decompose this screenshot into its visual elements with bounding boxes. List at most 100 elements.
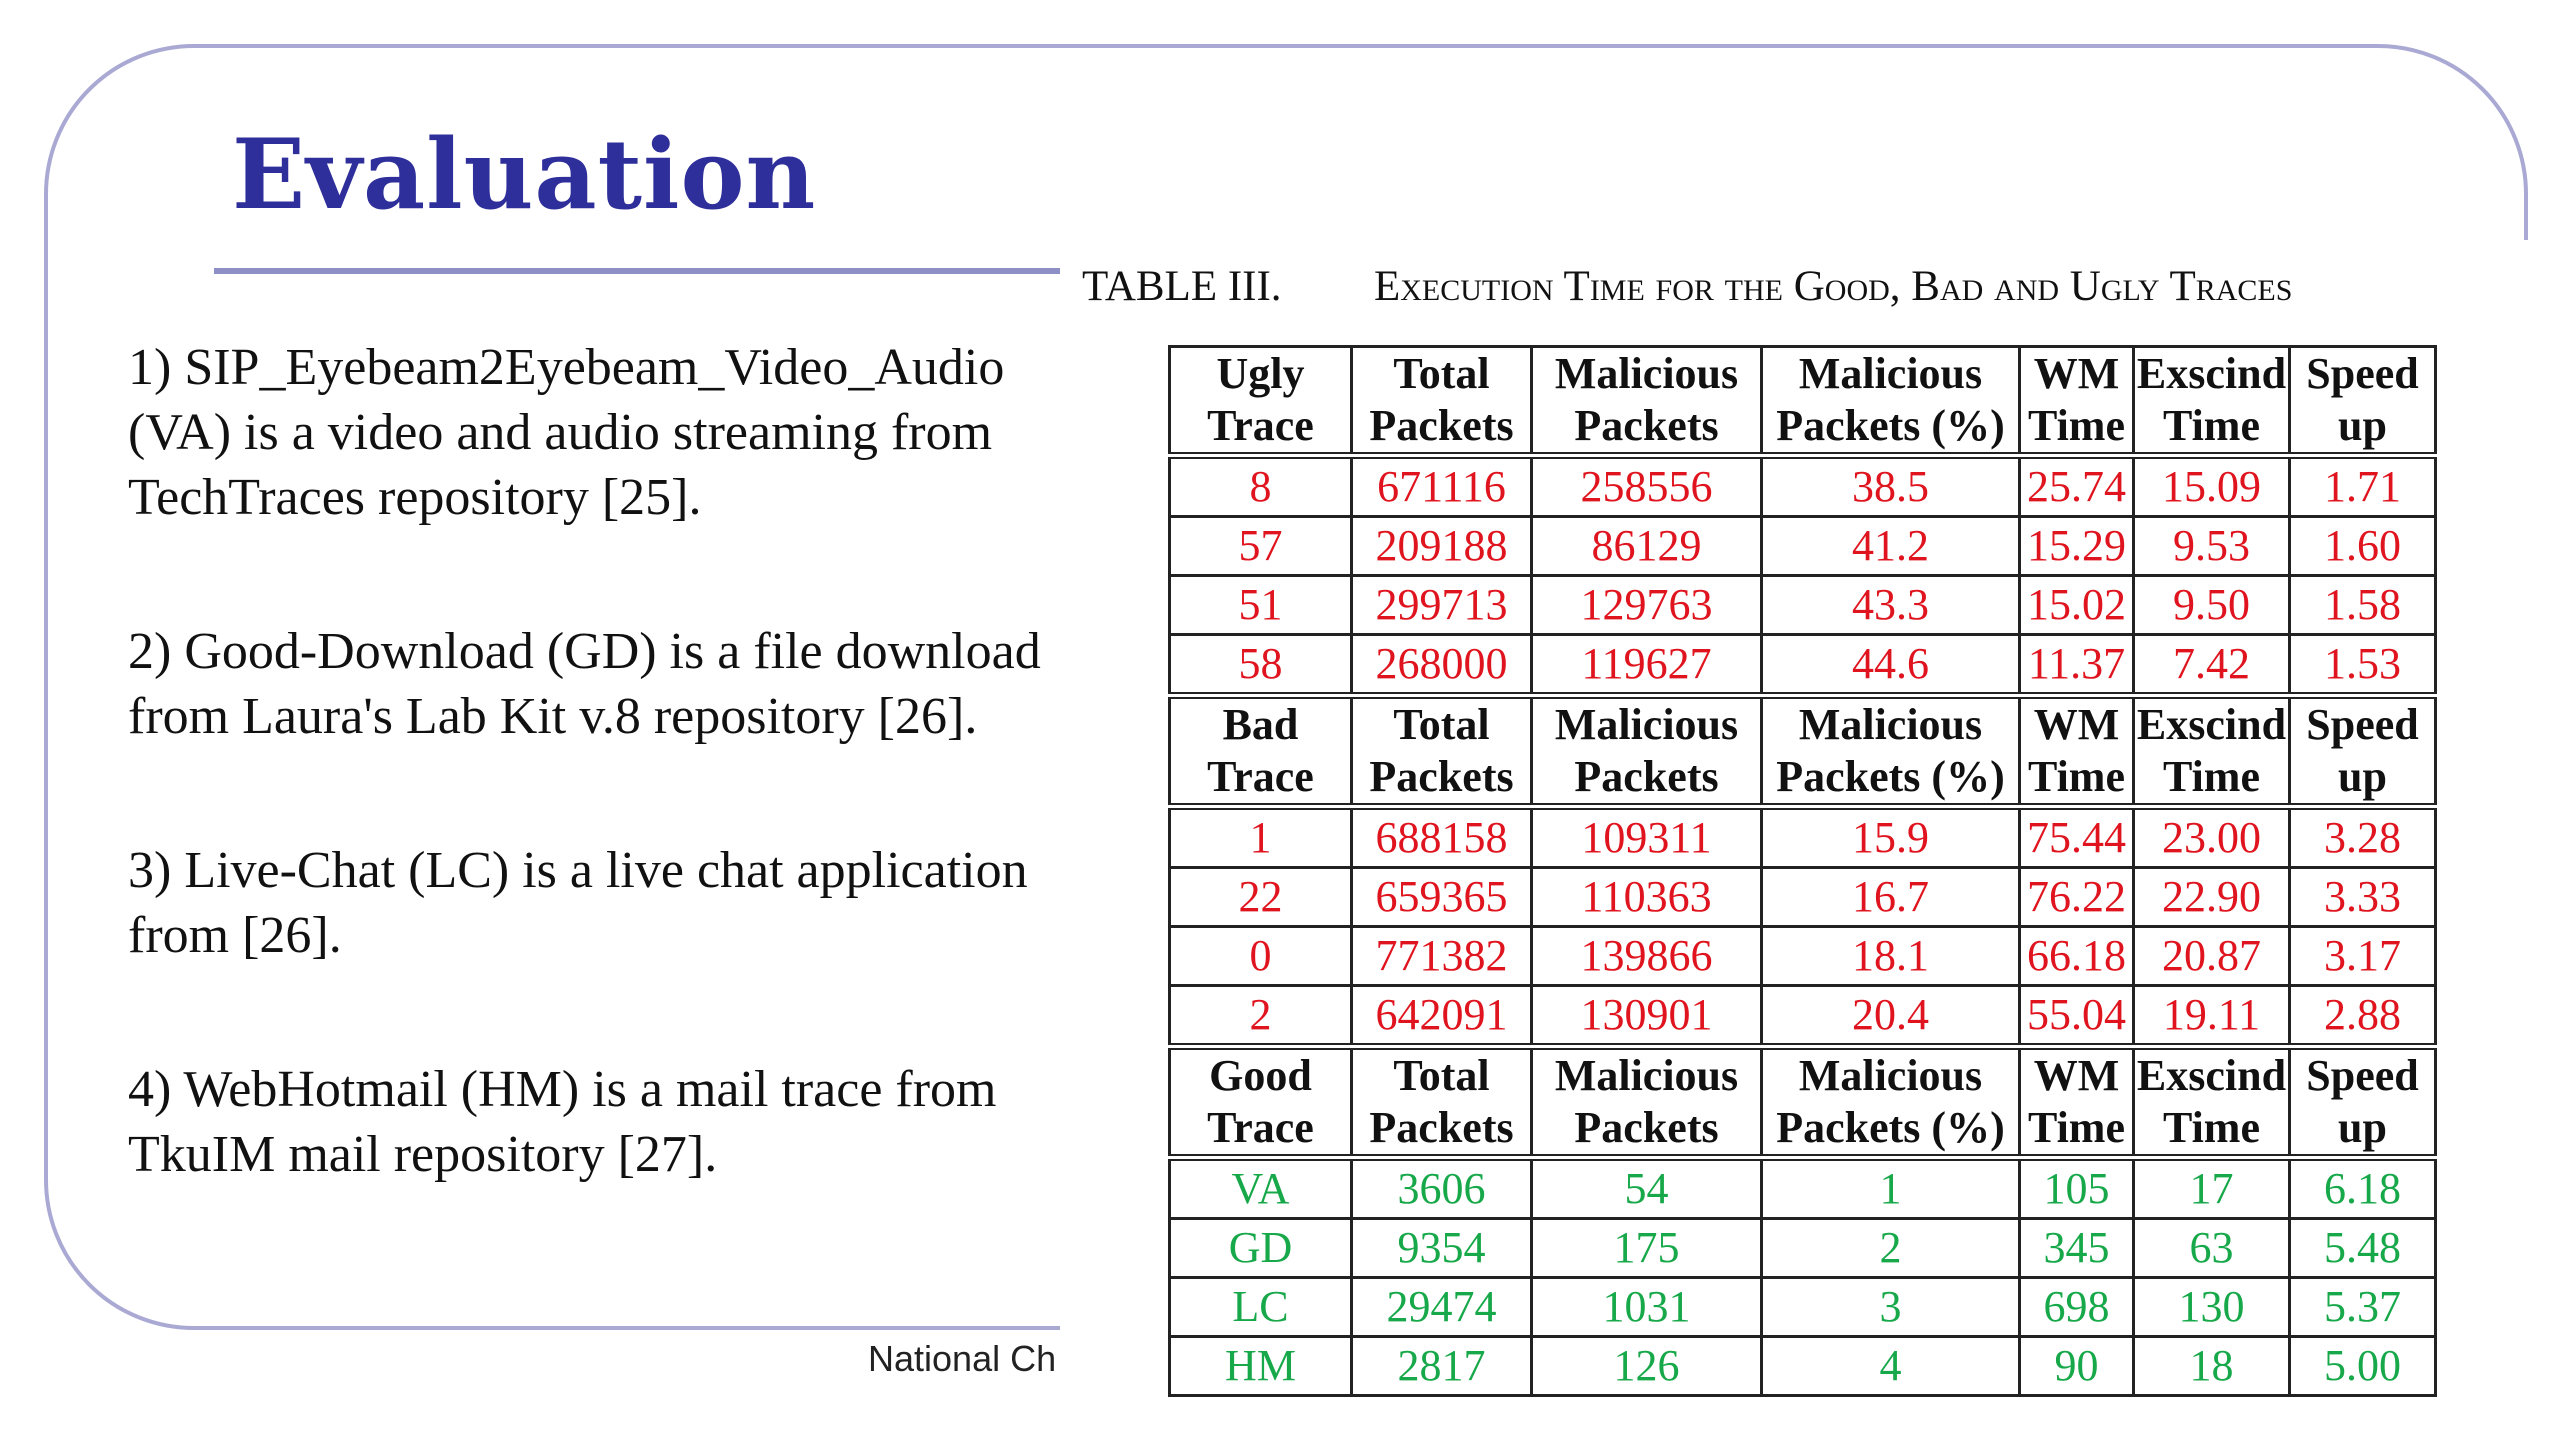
table-row: 2 642091 130901 20.4 55.04 19.11 2.88 bbox=[1168, 984, 2437, 1048]
table-cell: 75.44 bbox=[2018, 803, 2135, 869]
table-cell: 7.42 bbox=[2132, 633, 2291, 697]
table-cell: 119627 bbox=[1530, 633, 1763, 697]
header-cell-line: WM bbox=[2033, 700, 2120, 749]
table-cell: 16.7 bbox=[1760, 866, 2021, 928]
table-cell: 15.02 bbox=[2018, 574, 2135, 636]
header-cell: Exscind Time bbox=[2132, 1043, 2291, 1159]
header-cell-line: Packets bbox=[1574, 401, 1719, 450]
table-cell: 5.00 bbox=[2288, 1335, 2437, 1397]
header-cell: Exscind Time bbox=[2132, 345, 2291, 457]
table-cell: 3.33 bbox=[2288, 866, 2437, 928]
table-row: 1 688158 109311 15.9 75.44 23.00 3.28 bbox=[1168, 803, 2437, 869]
table-cell: 44.6 bbox=[1760, 633, 2021, 697]
header-cell: Speed up bbox=[2288, 692, 2437, 808]
frame-gap bbox=[2490, 1000, 2560, 1360]
title-underline bbox=[214, 268, 1060, 274]
paragraph-hm: 4) WebHotmail (HM) is a mail trace from … bbox=[128, 1061, 997, 1183]
table-cell: 54 bbox=[1530, 1154, 1763, 1220]
table-label: TABLE III. bbox=[1082, 263, 1282, 310]
header-cell-line: Packets bbox=[1369, 752, 1514, 801]
table-cell: 258556 bbox=[1530, 452, 1763, 518]
table-cell: 1031 bbox=[1530, 1276, 1763, 1338]
table-cell: 17 bbox=[2132, 1154, 2291, 1220]
table-row: GD 9354 175 2 345 63 5.48 bbox=[1168, 1217, 2437, 1279]
table-cell: 43.3 bbox=[1760, 574, 2021, 636]
table-row: LC 29474 1031 3 698 130 5.37 bbox=[1168, 1276, 2437, 1338]
table-cell: 6.18 bbox=[2288, 1154, 2437, 1220]
header-cell-line: Packets bbox=[1369, 1103, 1514, 1152]
header-cell: Malicious Packets (%) bbox=[1760, 692, 2021, 808]
header-cell: Ugly Trace bbox=[1168, 345, 1353, 457]
table-cell: LC bbox=[1168, 1276, 1353, 1338]
table-cell: 51 bbox=[1168, 574, 1353, 636]
header-cell: Total Packets bbox=[1350, 692, 1533, 808]
header-cell-line: Bad bbox=[1222, 700, 1299, 749]
table-caption: TABLE III. Execution Time for the Good, B… bbox=[1082, 262, 2482, 311]
header-cell-line: Total bbox=[1393, 349, 1490, 398]
header-cell: Malicious Packets bbox=[1530, 345, 1763, 457]
table-cell: 109311 bbox=[1530, 803, 1763, 869]
table-cell: 63 bbox=[2132, 1217, 2291, 1279]
table-row: 57 209188 86129 41.2 15.29 9.53 1.60 bbox=[1168, 515, 2437, 577]
table-cell: 29474 bbox=[1350, 1276, 1533, 1338]
table-cell: 1.53 bbox=[2288, 633, 2437, 697]
table-cell: 3606 bbox=[1350, 1154, 1533, 1220]
header-cell-line: Packets bbox=[1574, 1103, 1719, 1152]
header-cell-line: Malicious bbox=[1554, 349, 1739, 398]
table-cell: 1.71 bbox=[2288, 452, 2437, 518]
table-cell: 57 bbox=[1168, 515, 1353, 577]
table-cell: 15.9 bbox=[1760, 803, 2021, 869]
table-cell: 1.60 bbox=[2288, 515, 2437, 577]
table-cell: 130901 bbox=[1530, 984, 1763, 1048]
header-cell-line: Trace bbox=[1207, 752, 1314, 801]
table-cell: 38.5 bbox=[1760, 452, 2021, 518]
header-cell-line: Packets (%) bbox=[1776, 1103, 2005, 1152]
header-cell-line: WM bbox=[2033, 349, 2120, 398]
header-cell-line: Malicious bbox=[1798, 1051, 1983, 1100]
table-cell: 268000 bbox=[1350, 633, 1533, 697]
table-cell: 11.37 bbox=[2018, 633, 2135, 697]
table-cell: 105 bbox=[2018, 1154, 2135, 1220]
table-row: HM 2817 126 4 90 18 5.00 bbox=[1168, 1335, 2437, 1397]
table-cell: 698 bbox=[2018, 1276, 2135, 1338]
header-cell: Good Trace bbox=[1168, 1043, 1353, 1159]
table-cell: 771382 bbox=[1350, 925, 1533, 987]
header-cell: Speed up bbox=[2288, 1043, 2437, 1159]
table-cell: 130 bbox=[2132, 1276, 2291, 1338]
header-cell-line: Trace bbox=[1207, 1103, 1314, 1152]
table-cell: 4 bbox=[1760, 1335, 2021, 1397]
header-cell: WM Time bbox=[2018, 692, 2135, 808]
table-row: 8 671116 258556 38.5 25.74 15.09 1.71 bbox=[1168, 452, 2437, 518]
header-cell-line: Time bbox=[2028, 752, 2125, 801]
header-cell-line: Time bbox=[2028, 401, 2125, 450]
table-cell: 20.4 bbox=[1760, 984, 2021, 1048]
table-cell: 3.17 bbox=[2288, 925, 2437, 987]
header-cell-line: Speed bbox=[2306, 349, 2419, 398]
header-cell-line: Total bbox=[1393, 1051, 1490, 1100]
table-row: 0 771382 139866 18.1 66.18 20.87 3.17 bbox=[1168, 925, 2437, 987]
header-cell-line: Ugly bbox=[1216, 349, 1305, 398]
header-cell: Total Packets bbox=[1350, 345, 1533, 457]
table-cell: 25.74 bbox=[2018, 452, 2135, 518]
header-cell: Malicious Packets bbox=[1530, 692, 1763, 808]
table-row: 51 299713 129763 43.3 15.02 9.50 1.58 bbox=[1168, 574, 2437, 636]
table-cell: 22.90 bbox=[2132, 866, 2291, 928]
header-cell: Total Packets bbox=[1350, 1043, 1533, 1159]
table-cell: HM bbox=[1168, 1335, 1353, 1397]
slide-footer: National Ch bbox=[868, 1338, 1057, 1379]
header-cell-line: Malicious bbox=[1554, 700, 1739, 749]
paragraph-va: 1) SIP_Eyebeam2Eyebeam_Video_Audio (VA) … bbox=[128, 339, 1005, 526]
header-cell: WM Time bbox=[2018, 345, 2135, 457]
table-cell: 9.50 bbox=[2132, 574, 2291, 636]
table-cell: 1 bbox=[1168, 803, 1353, 869]
paragraph-lc: 3) Live-Chat (LC) is a live chat applica… bbox=[128, 842, 1028, 964]
header-cell-line: Speed bbox=[2306, 1051, 2419, 1100]
header-cell-line: Good bbox=[1209, 1051, 1312, 1100]
table-cell: 2817 bbox=[1350, 1335, 1533, 1397]
table-cell: 58 bbox=[1168, 633, 1353, 697]
header-cell-line: Packets bbox=[1369, 401, 1514, 450]
table-cell: 20.87 bbox=[2132, 925, 2291, 987]
table-cell: 345 bbox=[2018, 1217, 2135, 1279]
table-cell: 1.58 bbox=[2288, 574, 2437, 636]
table-header-row: Bad Trace Total Packets Malicious Packets Mali… bbox=[1168, 692, 2437, 808]
